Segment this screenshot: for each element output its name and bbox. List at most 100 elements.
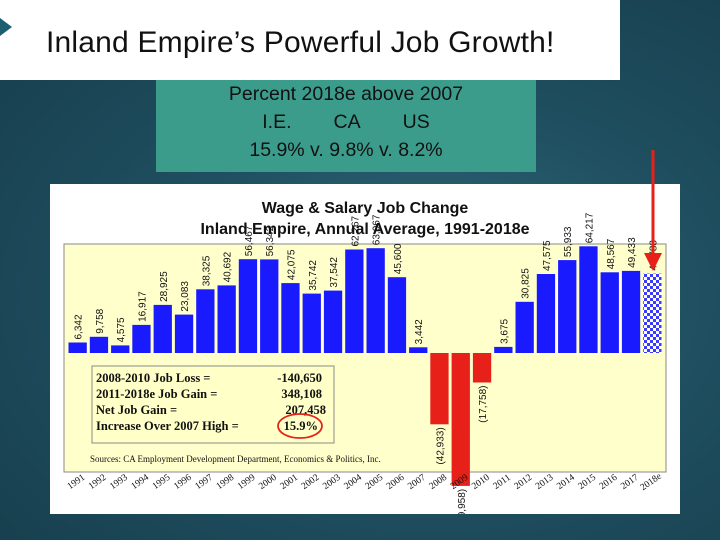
bar-1994 [132,324,151,353]
bar-2013 [536,274,556,353]
label-ca: CA [333,111,361,133]
x-tick-1993: 1993 [108,473,130,492]
x-tick-2016: 2016 [598,473,620,492]
value-label-2010: (17,758) [478,386,489,423]
value-label-2018e: 47,783 [648,240,659,271]
x-tick-2018e: 2018e [639,472,664,494]
highlight-circle [277,413,323,439]
value-label-1995: 28,925 [159,271,170,302]
summary-heading: Percent 2018e above 2007 [228,83,464,105]
value-label-1993: 4,575 [116,317,127,342]
x-tick-2002: 2002 [300,473,322,492]
value-label-2017: 49,433 [627,237,638,268]
x-tick-2011: 2011 [492,473,513,492]
x-tick-2017: 2017 [619,473,641,492]
stats-row3-label: Net Job Gain = [96,403,177,417]
summary-values: 15.9% v. 9.8% v. 8.2% [249,139,443,161]
x-tick-2014: 2014 [555,473,577,492]
bar-2004 [345,249,364,353]
bar-2011 [494,346,513,353]
x-tick-2006: 2006 [385,473,407,492]
bar-1995 [153,304,172,353]
x-tick-1992: 1992 [87,473,109,492]
bar-2015 [579,246,598,353]
bar-2018e [643,273,662,353]
x-tick-2004: 2004 [343,473,365,492]
value-label-2006: 45,600 [393,243,404,274]
value-label-1996: 23,083 [180,281,191,312]
bar-1996 [174,314,194,353]
x-tick-1999: 1999 [236,473,258,492]
value-label-2003: 37,542 [329,257,340,288]
value-label-1997: 38,325 [201,255,212,286]
x-tick-2008: 2008 [428,473,450,492]
bar-2008 [430,353,449,425]
slide-title: Inland Empire’s Powerful Job Growth! [46,26,555,59]
stats-row2-label: 2011-2018e Job Gain = [96,387,217,401]
value-label-1994: 16,917 [138,291,149,322]
value-label-2012: 30,825 [521,268,532,299]
x-tick-2015: 2015 [577,473,599,492]
bar-2012 [515,301,534,353]
label-us: US [402,111,430,133]
bar-2009 [451,353,470,486]
bar-2006 [387,277,407,353]
percent-summary-box: Percent 2018e above 2007 I.E. CA US 15.9% … [156,80,536,172]
x-tick-2013: 2013 [534,473,556,492]
bar-1997 [196,289,215,353]
x-tick-1994: 1994 [130,473,152,492]
job-change-chart: Wage & Salary Job Change Inland Empire, … [63,200,667,514]
bar-1993 [111,345,130,353]
x-tick-1991: 1991 [66,473,88,492]
stats-row2-value: 348,108 [281,387,322,401]
stats-row4-value: 15.9% [284,419,318,433]
value-label-2007: 3,442 [414,319,425,344]
value-label-2011: 3,675 [499,318,510,343]
x-tick-2005: 2005 [364,473,386,492]
x-tick-2001: 2001 [279,473,301,492]
value-label-2005: 63,067 [372,214,383,245]
stats-row1-value: -140,650 [277,371,322,385]
bar-2001 [281,283,300,353]
corner-marker [0,18,12,36]
x-tick-1997: 1997 [194,473,216,492]
value-label-2013: 47,575 [542,240,553,271]
chart-title: Wage & Salary Job Change [262,200,469,217]
x-tick-1998: 1998 [215,473,237,492]
x-tick-2007: 2007 [406,473,428,492]
x-tick-1995: 1995 [151,473,173,492]
bar-1991 [68,342,87,353]
bar-1998 [217,285,236,353]
x-tick-2010: 2010 [470,473,492,492]
value-label-2000: 56,342 [265,225,276,256]
bar-2010 [472,353,492,383]
label-ie: I.E. [262,111,292,133]
value-label-1999: 56,467 [244,225,255,256]
bar-2005 [366,248,385,353]
value-label-2009: (79,958) [457,489,468,514]
x-tick-2003: 2003 [321,473,343,492]
value-label-1998: 40,692 [223,251,234,282]
value-label-2016: 48,567 [606,238,617,269]
value-label-1991: 6,342 [74,314,85,339]
value-label-2001: 42,075 [287,249,298,280]
bar-2000 [260,259,279,353]
bar-2002 [302,293,321,353]
stats-box: 2008-2010 Job Loss = -140,650 2011-2018e… [91,365,335,444]
bar-2007 [409,347,428,353]
bar-1992 [89,336,109,353]
chart-subtitle: Inland Empire, Annual Average, 1991-2018… [200,221,529,238]
bar-2014 [558,260,577,353]
x-tick-1996: 1996 [172,473,194,492]
value-label-2008: (42,933) [436,427,447,464]
bar-1999 [238,259,258,353]
value-label-2014: 55,933 [563,226,574,257]
title-band [0,0,620,80]
x-tick-2000: 2000 [257,473,279,492]
stats-row4-label: Increase Over 2007 High = [96,419,239,433]
bar-2017 [621,270,641,353]
chart-source: Sources: CA Employment Development Depar… [90,454,381,464]
x-tick-2012: 2012 [513,473,535,492]
bar-2016 [600,272,619,353]
stats-row1-label: 2008-2010 Job Loss = [96,371,210,385]
